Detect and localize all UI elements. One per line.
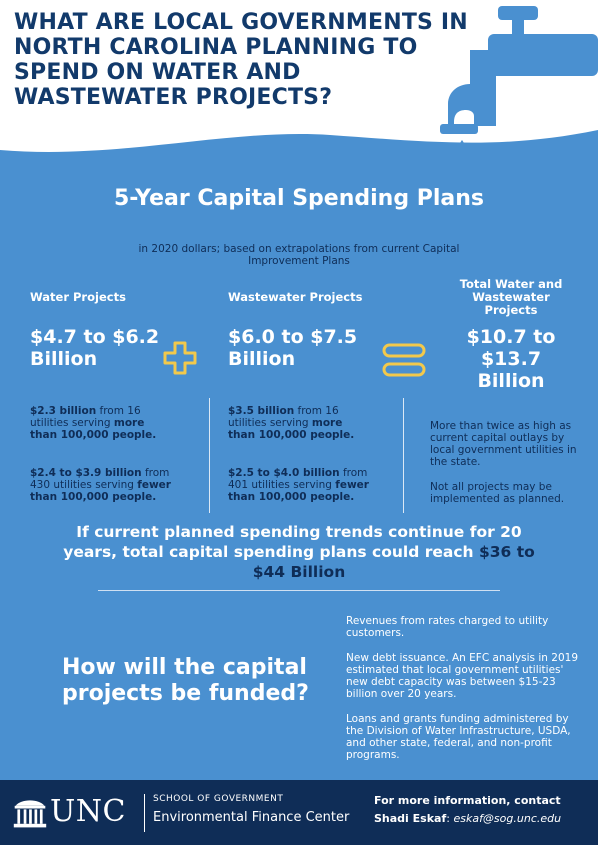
footer: UNC SCHOOL OF GOVERNMENT Environmental F… [0,780,598,845]
water-small-amount: $2.4 to $3.9 billion [30,467,142,479]
section-title: 5-Year Capital Spending Plans [113,186,485,211]
page-title: WHAT ARE LOCAL GOVERNMENTS IN NORTH CARO… [14,10,468,110]
school-of-government: SCHOOL OF GOVERNMENT [153,794,284,804]
column-divider-2 [403,398,404,513]
funding-item-debt: New debt issuance. An EFC analysis in 20… [346,652,578,700]
total-range: $10.7 to $13.7 Billion [466,326,556,392]
water-large-text: from 16 utilities serving [30,405,141,429]
contact-email[interactable]: eskaf@sog.unc.edu [453,812,562,825]
water-small-emph: fewer than 100,000 people. [30,479,171,503]
wastewater-small-utilities: $2.5 to $4.0 billion from 401 utilities … [228,467,378,503]
contact-separator: : [446,812,454,825]
column-divider-1 [209,398,210,513]
water-projects-heading: Water Projects [30,290,126,304]
funding-item-rates: Revenues from rates charged to utility c… [346,615,549,639]
more-info-text: For more information, contact [374,794,561,807]
section-separator [98,590,500,591]
wastewater-large-amount: $3.5 billion [228,405,295,417]
water-large-emph: more than 100,000 people. [30,417,157,441]
contact-name: Shadi Eskaf [374,812,447,825]
trend-text: If current planned spending trends conti… [63,523,522,561]
old-well-icon [13,800,47,828]
water-small-text: from 430 utilities serving [30,467,170,491]
funding-item-grants: Loans and grants funding administered by… [346,713,571,761]
faucet-icon [440,6,598,174]
trend-amount: $36 to $44 Billion [252,543,535,581]
wastewater-large-text: from 16 utilities serving [228,405,339,429]
total-projects-heading: Total Water and Wastewater Projects [459,277,563,317]
total-note-1: More than twice as high as current capit… [430,420,577,468]
water-large-utilities: $2.3 billion from 16 utilities serving m… [30,405,175,441]
wastewater-range: $6.0 to $7.5 Billion [228,326,358,370]
wastewater-large-utilities: $3.5 billion from 16 utilities serving m… [228,405,373,441]
section-subtitle: in 2020 dollars; based on extrapolations… [138,243,460,267]
funding-title: How will the capital projects be funded? [62,655,309,706]
wastewater-small-amount: $2.5 to $4.0 billion [228,467,340,479]
contact-line: Shadi Eskaf: eskaf@sog.unc.edu [374,812,561,825]
wastewater-projects-heading: Wastewater Projects [228,290,363,304]
water-small-utilities: $2.4 to $3.9 billion from 430 utilities … [30,467,180,503]
environmental-finance-center: Environmental Finance Center [153,810,350,825]
water-large-amount: $2.3 billion [30,405,97,417]
wastewater-small-emph: fewer than 100,000 people. [228,479,369,503]
equals-icon [382,343,426,377]
water-range: $4.7 to $6.2 Billion [30,326,160,370]
twenty-year-trend: If current planned spending trends conti… [60,522,538,582]
funding-list: Revenues from rates charged to utility c… [346,615,586,774]
unc-logo-text: UNC [50,794,126,829]
wastewater-large-emph: more than 100,000 people. [228,417,355,441]
wastewater-small-text: from 401 utilities serving [228,467,368,491]
plus-icon [163,341,197,375]
footer-separator [144,794,145,832]
total-note-2: Not all projects may be implemented as p… [430,481,565,505]
